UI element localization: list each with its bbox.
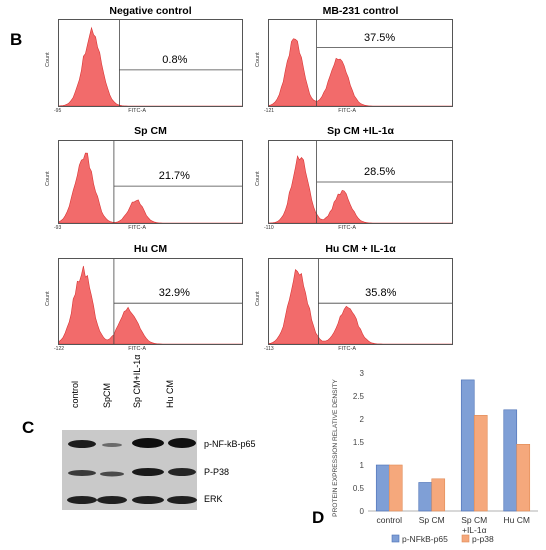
histogram-ylabel: Count <box>45 52 51 67</box>
blot-lane-label: Sp CM+IL-1α <box>132 354 142 408</box>
histogram-plot: 32.9% <box>58 258 243 345</box>
histogram-distribution <box>59 152 242 223</box>
blot-band <box>102 443 122 447</box>
bar-p-NFkB-p65 <box>460 379 475 512</box>
histogram-xmin-tick: -93 <box>54 225 62 231</box>
histogram-ylabel: Count <box>255 290 261 306</box>
histogram-title: MB-231 control <box>322 5 399 17</box>
histogram-distribution <box>269 38 452 106</box>
histogram-ylabel: Count <box>45 171 51 186</box>
blot-band <box>100 471 124 477</box>
category-label: Hu CM <box>504 515 530 525</box>
histogram-xmin-tick: -122 <box>54 346 65 352</box>
gate-percentage: 35.8% <box>365 287 397 300</box>
blot-band <box>132 496 164 504</box>
y-axis-label: PROTEIN EXPRESSION RELATIVE DENSITY <box>332 379 339 517</box>
histogram-svg <box>59 259 242 344</box>
histogram-xmin-tick: -95 <box>54 108 62 114</box>
bar-p-p38 <box>431 478 446 512</box>
histogram-xmin-tick: -113 <box>264 346 274 352</box>
blot-band <box>97 496 127 504</box>
histogram-svg <box>269 20 452 106</box>
gate-percentage: 0.8% <box>162 53 188 66</box>
histogram-plot: 28.5% <box>268 140 453 224</box>
histogram-svg <box>59 141 242 223</box>
blot-band <box>168 438 196 448</box>
blot-lane-label: Hu CM <box>165 379 175 408</box>
blot-band <box>167 496 197 504</box>
histogram-plot: 0.8% <box>58 19 243 107</box>
legend-swatch <box>391 534 400 543</box>
histogram-xlabel: FITC-A <box>338 346 357 352</box>
y-tick-label: 0 <box>360 507 365 516</box>
gate-percentage: 37.5% <box>363 31 396 44</box>
blot-band <box>68 470 96 476</box>
category-label: Sp CM <box>419 515 445 525</box>
histogram-distribution <box>59 26 242 106</box>
y-tick-label: 3 <box>360 369 365 378</box>
bar-chart: 0 0.5 1 1.5 2 2.5 3 PROTEIN EXPRESSION RELATIVE… <box>332 369 538 544</box>
histogram-title: Hu CM + IL-1α <box>325 243 396 255</box>
blot-image <box>62 430 197 510</box>
y-tick-label: 2 <box>360 415 365 424</box>
blot-row-label: ERK <box>204 494 223 504</box>
western-blot: control SpCM Sp CM+IL-1α Hu CM p-NF-kB-p… <box>60 355 310 510</box>
y-tick-label: 1 <box>360 461 365 470</box>
bar-p-p38 <box>388 464 403 512</box>
bar-p-NFkB-p65 <box>375 464 390 512</box>
histogram-ylabel: Count <box>255 52 261 67</box>
histogram-xlabel: FITC-A <box>128 108 147 114</box>
histogram-plot: 21.7% <box>58 140 243 224</box>
histogram-plot: 35.8% <box>268 258 453 345</box>
y-tick-label: 0.5 <box>353 484 365 493</box>
blot-row-label: P-P38 <box>204 467 230 477</box>
histogram-ylabel: Count <box>45 290 51 306</box>
blot-lane-label: control <box>70 380 80 408</box>
blot-row-label: p-NF-kB-p65 <box>204 439 256 449</box>
panel-letter-d: D <box>312 508 325 527</box>
histogram-xlabel: FITC-A <box>338 225 357 231</box>
histogram-xmin-tick: -121 <box>264 108 275 114</box>
histogram-distribution <box>269 269 452 344</box>
histogram-svg <box>269 141 452 223</box>
bar-p-NFkB-p65 <box>418 482 433 512</box>
blot-band <box>68 440 96 448</box>
category-label: control <box>376 515 402 525</box>
histogram-title: Negative control <box>109 5 192 17</box>
gate-percentage: 28.5% <box>363 166 396 178</box>
bar-p-p38 <box>473 415 488 512</box>
histogram-ylabel: Count <box>255 171 261 186</box>
panel-letter-b: B <box>10 30 23 49</box>
histogram-xlabel: FITC-A <box>128 225 147 231</box>
bar-p-NFkB-p65 <box>503 409 518 512</box>
histogram-title: Hu CM <box>133 243 168 255</box>
bar-p-p38 <box>516 444 531 512</box>
histogram-xlabel: FITC-A <box>338 108 357 114</box>
blot-lane-label: SpCM <box>102 382 112 408</box>
gate-percentage: 21.7% <box>158 170 190 183</box>
panel-letter-c: C <box>22 418 35 437</box>
gate-percentage: 32.9% <box>158 287 190 300</box>
histogram-title: Sp CM +IL-1α <box>327 125 394 137</box>
legend-swatch <box>461 534 470 543</box>
blot-band <box>132 468 164 476</box>
histogram-svg <box>59 20 242 106</box>
blot-band <box>67 496 97 504</box>
y-tick-label: 2.5 <box>353 392 365 401</box>
histogram-xmin-tick: -110 <box>264 225 274 231</box>
blot-band <box>168 468 196 476</box>
histogram-plot: 37.5% <box>268 19 453 107</box>
category-label: Sp CM +IL-1α <box>461 515 487 535</box>
histogram-distribution <box>59 265 242 344</box>
legend-label: p-p38 <box>472 534 494 544</box>
histogram-title: Sp CM <box>134 125 167 137</box>
blot-band <box>132 438 164 448</box>
legend-label: p-NFkB-p65 <box>402 534 448 544</box>
histogram-svg <box>269 259 452 344</box>
histogram-xlabel: FITC-A <box>128 346 147 352</box>
y-tick-label: 1.5 <box>353 438 365 447</box>
histogram-distribution <box>269 155 452 223</box>
